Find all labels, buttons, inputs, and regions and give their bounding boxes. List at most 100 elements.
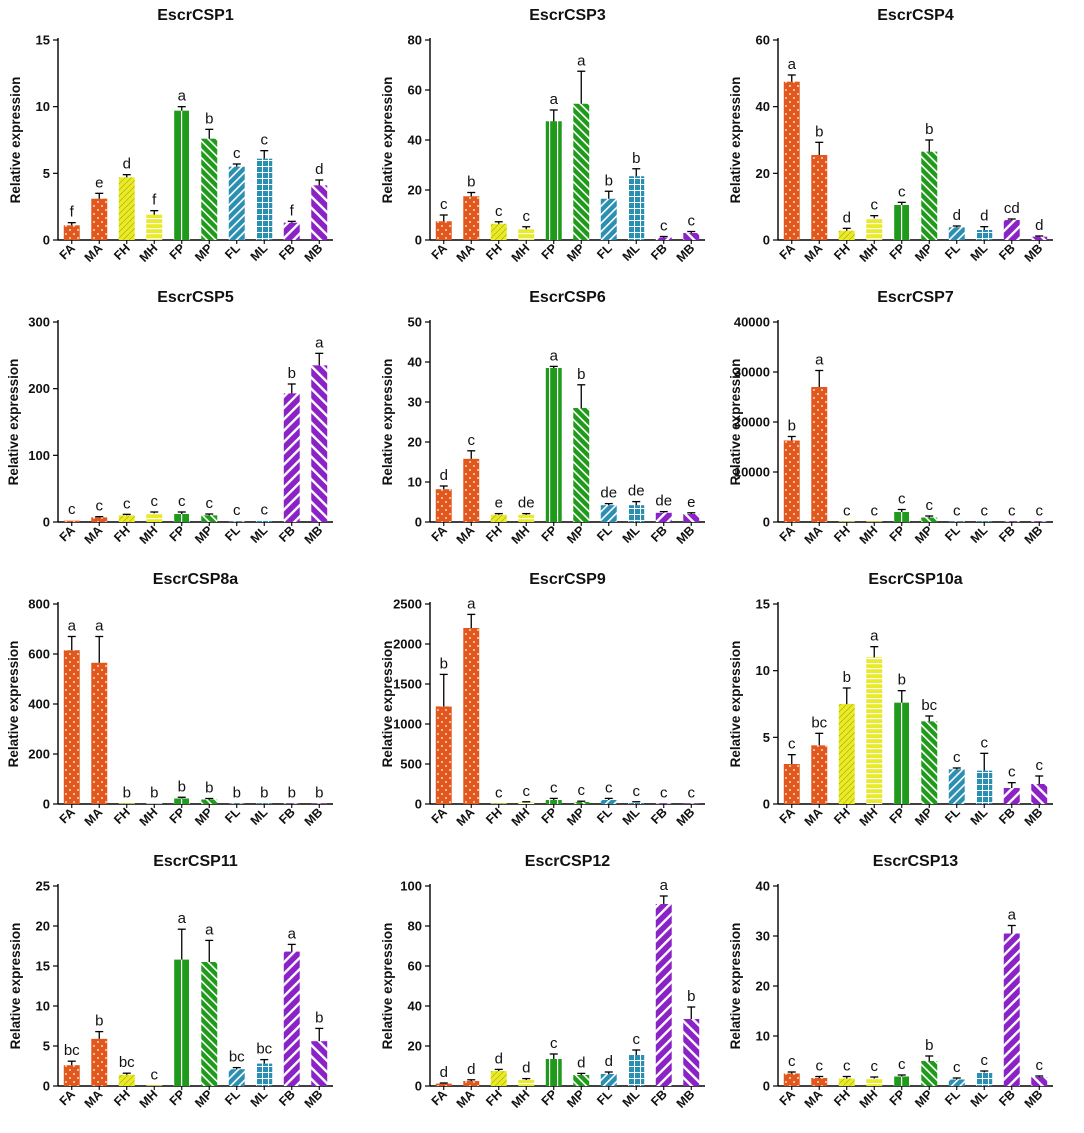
significance-letter: b [150,784,158,801]
x-tick-label: MH [857,523,881,547]
x-tick-label: ML [248,523,271,546]
x-tick-label: MB [674,1087,698,1111]
y-tick-label: 10 [408,475,422,490]
significance-letter: bc [921,697,937,714]
x-tick-label: MA [454,523,478,547]
bar-MA [811,745,828,804]
significance-letter: c [688,784,696,801]
x-tick-label: FL [594,1087,615,1108]
bar-FB [283,951,300,1086]
bar-FH [490,514,507,522]
bar-MA [463,628,480,804]
bar-FP [893,702,910,804]
y-tick-label: 40000 [734,315,770,330]
x-tick-label: MA [454,241,478,265]
y-axis-label: Relative expression [380,641,395,768]
significance-letter: a [870,628,879,645]
y-axis-label: Relative expression [6,641,21,768]
bar-MB [311,803,328,804]
x-tick-label: MA [82,1087,106,1111]
bar-MA [463,1081,480,1086]
bar-ML [976,521,993,522]
significance-letter: c [981,503,989,520]
bar-MA [91,198,108,240]
bar-MB [683,514,700,522]
significance-letter: c [578,782,586,799]
bar-MB [1031,784,1048,804]
x-tick-label: FH [831,805,853,827]
y-tick-label: 60 [408,83,422,98]
significance-letter: a [550,347,559,364]
y-tick-label: 600 [28,647,50,662]
significance-letter: c [871,1058,879,1075]
x-tick-label: FA [57,805,78,826]
significance-letter: c [926,497,934,514]
bar-FH [838,1078,855,1086]
bar-FA [63,1065,80,1086]
significance-letter: c [660,218,668,235]
bar-FB [655,904,672,1086]
significance-letter: f [290,202,295,219]
x-tick-label: MA [802,805,826,829]
bar-MA [811,387,828,522]
bar-FL [228,166,245,240]
significance-letter: a [205,921,214,938]
bar-MP [201,515,218,522]
x-tick-label: MH [857,1087,881,1111]
bar-MH [866,1078,883,1086]
bar-MB [311,1041,328,1086]
x-tick-label: FB [996,1087,1018,1109]
significance-letter: b [788,418,796,435]
significance-letter: c [151,1066,159,1083]
y-tick-label: 2500 [393,597,422,612]
significance-letter: d [440,467,448,484]
x-tick-label: ML [620,241,643,264]
bar-MP [573,802,590,804]
x-tick-label: MB [302,241,326,265]
bar-FP [545,121,562,240]
x-tick-label: FL [594,241,615,262]
significance-letter: e [95,174,103,191]
y-tick-label: 20 [36,919,50,934]
significance-letter: d [843,209,851,226]
significance-letter: c [261,132,269,149]
bar-MP [201,138,218,240]
significance-letter: c [550,1035,558,1052]
x-tick-label: MB [302,523,326,547]
y-tick-label: 200 [28,381,50,396]
x-tick-label: FP [887,1087,908,1108]
y-tick-label: 400 [28,697,50,712]
significance-letter: c [871,503,879,520]
y-tick-label: 40 [756,879,770,894]
bar-FL [228,521,245,522]
significance-letter: d [495,1050,503,1067]
x-tick-label: FA [429,241,450,262]
bar-FH [838,704,855,804]
x-tick-label: MB [674,805,698,829]
bar-MH [146,803,163,804]
y-axis-label: Relative expression [380,923,395,1050]
significance-letter: a [315,334,324,351]
significance-letter: d [1035,217,1043,234]
significance-letter: c [468,432,476,449]
significance-letter: b [687,988,695,1005]
x-tick-label: FA [57,241,78,262]
chart-EscrCSP12: EscrCSP12 Relative expression 0 20 40 60 80 100… [380,853,705,1111]
bar-MB [1031,1077,1048,1086]
y-axis-label: Relative expression [380,359,395,486]
bar-FB [283,222,300,240]
y-axis-label: Relative expression [8,77,23,204]
bar-FB [1003,521,1020,522]
bar-ML [976,230,993,240]
x-tick-label: FP [167,805,188,826]
x-tick-label: MB [302,805,326,829]
x-tick-label: FP [887,241,908,262]
bar-FA [783,81,800,241]
y-tick-label: 20000 [734,415,770,430]
bar-FA [783,1073,800,1086]
bar-MB [683,803,700,804]
significance-letter: b [898,672,906,689]
x-tick-label: FA [777,241,798,262]
significance-letter: c [523,783,531,800]
